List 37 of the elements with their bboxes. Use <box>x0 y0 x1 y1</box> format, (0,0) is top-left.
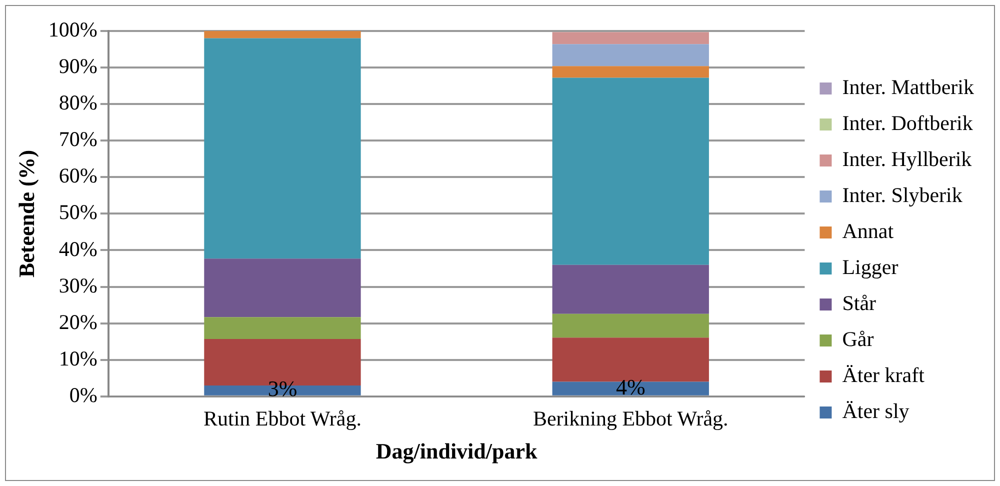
x-tick-label: Berikning Ebbot Wråg. <box>532 406 728 431</box>
y-tick-label: 10% <box>58 346 98 370</box>
bar <box>552 66 709 78</box>
x-axis-title: Dag/individ/park <box>376 438 538 464</box>
legend-label: Står <box>842 291 876 316</box>
bar <box>204 38 361 259</box>
bar <box>552 44 709 66</box>
y-tick-label: 0% <box>69 382 98 407</box>
data-label: 4% <box>616 374 646 400</box>
bar <box>552 314 709 338</box>
legend-label: Ligger <box>842 255 898 280</box>
y-tick-label: 80% <box>58 90 98 115</box>
bar <box>552 264 709 314</box>
legend-label: Inter. Mattberik <box>842 75 974 100</box>
legend-label: Äter kraft <box>842 363 925 388</box>
y-tick-label: 30% <box>58 273 98 298</box>
y-tick-label: 50% <box>58 200 98 224</box>
bar <box>552 32 709 44</box>
bar <box>552 382 709 396</box>
legend-label: Går <box>842 327 874 352</box>
legend-label: Annat <box>842 219 894 244</box>
legend-label: Inter. Doftberik <box>842 111 974 136</box>
y-tick-label: 100% <box>48 18 98 42</box>
y-tick-label: 40% <box>58 236 98 261</box>
bar <box>204 31 361 38</box>
y-tick-label: 70% <box>58 127 98 152</box>
legend-label: Inter. Slyberik <box>842 183 963 208</box>
legend-label: Äter sly <box>842 399 910 424</box>
x-tick-label: Rutin Ebbot Wråg. <box>203 406 362 431</box>
bar <box>204 317 361 340</box>
legend-label: Inter. Hyllberik <box>842 147 972 172</box>
y-axis-title: Beteende (%) <box>14 150 39 278</box>
y-tick-label: 20% <box>58 310 98 334</box>
bar <box>552 78 709 265</box>
bar <box>204 258 361 318</box>
y-tick-label: 90% <box>58 54 98 78</box>
y-tick-label: 60% <box>58 164 98 188</box>
